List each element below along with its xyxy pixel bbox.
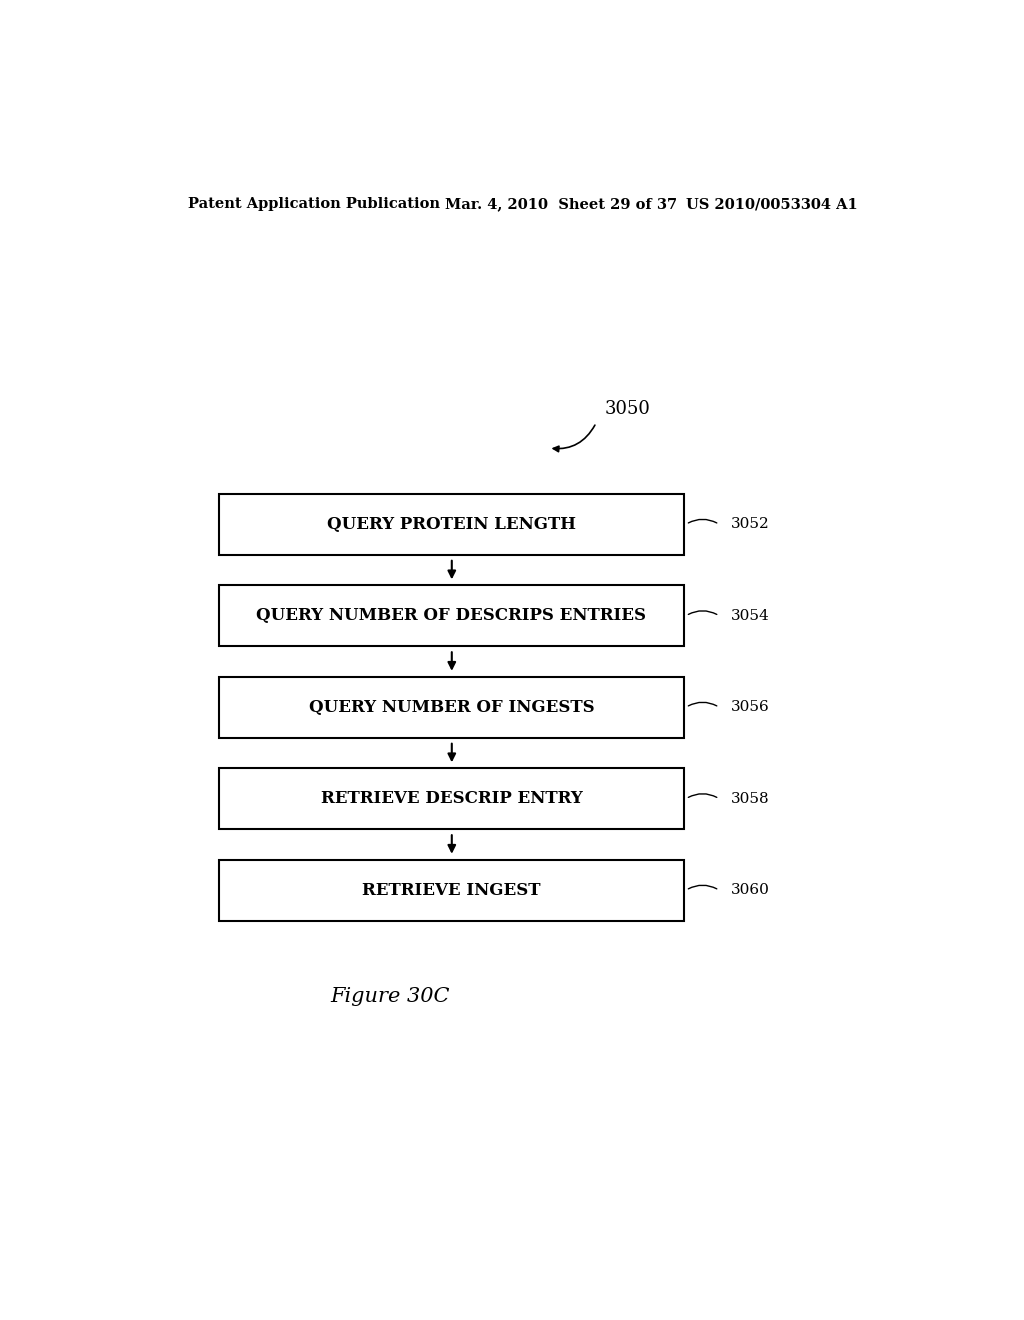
Text: Mar. 4, 2010  Sheet 29 of 37: Mar. 4, 2010 Sheet 29 of 37 [445, 197, 678, 211]
Text: 3054: 3054 [731, 609, 770, 623]
Text: 3060: 3060 [731, 883, 770, 898]
Text: 3058: 3058 [731, 792, 770, 805]
Bar [219, 859, 684, 921]
Text: Patent Application Publication: Patent Application Publication [187, 197, 439, 211]
Bar [219, 494, 684, 554]
Text: 3056: 3056 [731, 700, 770, 714]
Text: QUERY PROTEIN LENGTH: QUERY PROTEIN LENGTH [327, 516, 575, 533]
Bar [219, 768, 684, 829]
Text: US 2010/0053304 A1: US 2010/0053304 A1 [686, 197, 858, 211]
Text: RETRIEVE INGEST: RETRIEVE INGEST [362, 882, 541, 899]
Bar [219, 585, 684, 647]
Text: QUERY NUMBER OF INGESTS: QUERY NUMBER OF INGESTS [308, 698, 594, 715]
Bar [219, 677, 684, 738]
Text: QUERY NUMBER OF DESCRIPS ENTRIES: QUERY NUMBER OF DESCRIPS ENTRIES [256, 607, 646, 624]
Text: Figure 30C: Figure 30C [331, 987, 450, 1006]
Text: 3052: 3052 [731, 517, 770, 532]
Text: 3050: 3050 [604, 400, 650, 417]
Text: RETRIEVE DESCRIP ENTRY: RETRIEVE DESCRIP ENTRY [321, 791, 583, 808]
